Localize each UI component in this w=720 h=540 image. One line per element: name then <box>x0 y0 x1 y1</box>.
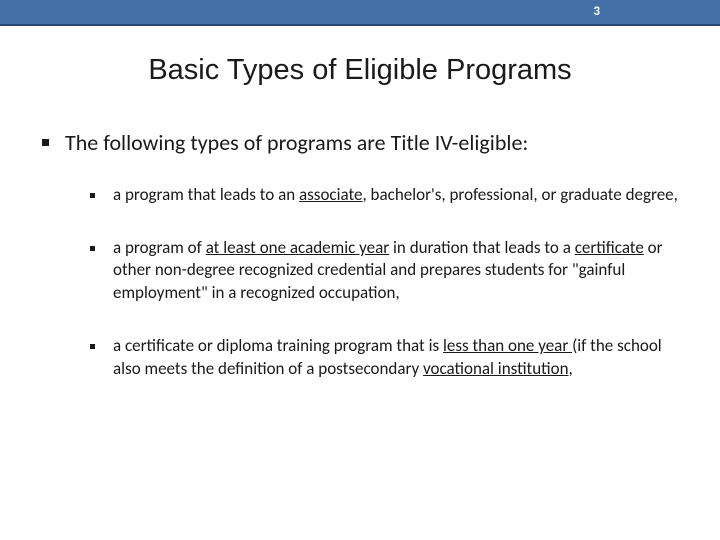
sub-bullet-text: a program that leads to an associate, ba… <box>113 184 678 207</box>
header-bar: 3 <box>0 0 720 26</box>
content-area: The following types of programs are Titl… <box>0 129 720 381</box>
sub-bullet: a certificate or diploma training progra… <box>90 335 678 381</box>
sub-bullet-list: a program that leads to an associate, ba… <box>90 184 678 382</box>
bullet-marker <box>90 246 95 251</box>
main-bullet-text: The following types of programs are Titl… <box>65 129 528 158</box>
bullet-marker <box>90 344 95 349</box>
sub-bullet-text: a program of at least one academic year … <box>113 237 678 306</box>
bullet-marker <box>42 139 49 146</box>
main-bullet: The following types of programs are Titl… <box>42 129 678 158</box>
page-number: 3 <box>593 4 600 19</box>
sub-bullet-text: a certificate or diploma training progra… <box>113 335 678 381</box>
sub-bullet: a program that leads to an associate, ba… <box>90 184 678 207</box>
slide-title: Basic Types of Eligible Programs <box>0 54 720 87</box>
bullet-marker <box>90 193 95 198</box>
sub-bullet: a program of at least one academic year … <box>90 237 678 306</box>
